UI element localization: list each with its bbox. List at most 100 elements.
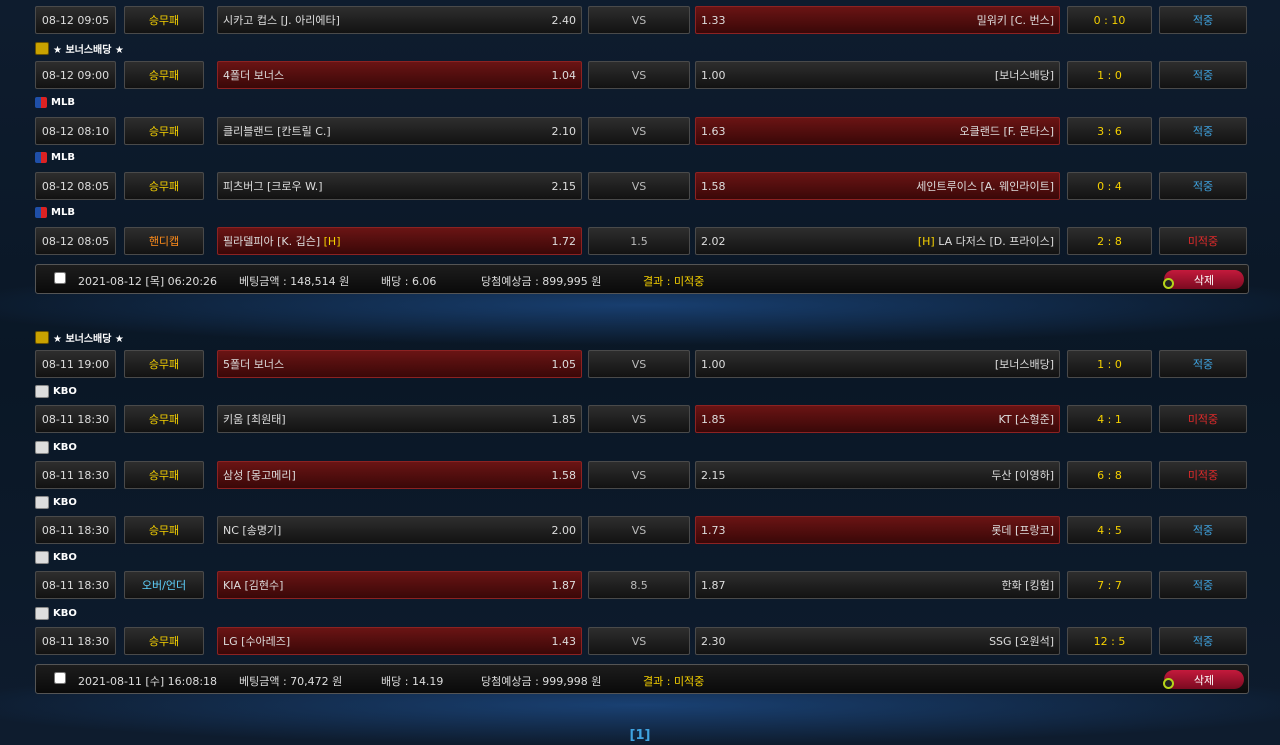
- home-name-wrap: KIA [김현수]: [223, 577, 283, 593]
- league-name: ★ 보너스배당 ★: [53, 45, 124, 56]
- score: 6 : 8: [1067, 461, 1152, 489]
- score: 1 : 0: [1067, 350, 1152, 378]
- slip-footer: 2021-08-11 [수] 16:08:18 베팅금액 : 70,472 원 배당…: [35, 664, 1249, 694]
- home-name-wrap: 5폴더 보너스: [223, 356, 284, 372]
- middle: VS: [588, 461, 690, 489]
- home-team[interactable]: 5폴더 보너스 1.05: [217, 350, 582, 378]
- league-name: KBO: [53, 552, 77, 563]
- league-header: MLB: [35, 207, 75, 218]
- away-odds: 1.00: [701, 357, 726, 371]
- score: 0 : 10: [1067, 6, 1152, 34]
- away-team[interactable]: 1.33 밀워키 [C. 번스]: [695, 6, 1060, 34]
- home-team[interactable]: 시카고 컵스 [J. 아리에타] 2.40: [217, 6, 582, 34]
- away-name: KT [소형준]: [998, 413, 1054, 426]
- home-odds: 2.00: [551, 523, 577, 537]
- select-checkbox[interactable]: [54, 272, 66, 284]
- away-name-wrap: KT [소형준]: [998, 411, 1054, 427]
- bet-type: 승무패: [124, 172, 204, 200]
- away-name: 두산 [이영하]: [991, 469, 1054, 482]
- away-name: 밀워키 [C. 번스]: [976, 14, 1054, 27]
- delete-label: 삭제: [1193, 273, 1215, 287]
- away-name-wrap: 오클랜드 [F. 몬타스]: [960, 123, 1054, 139]
- away-odds: 2.30: [701, 634, 726, 648]
- league-header: KBO: [35, 385, 77, 398]
- home-team[interactable]: 필라델피아 [K. 깁슨] [H] 1.72: [217, 227, 582, 255]
- home-odds: 2.15: [551, 179, 577, 193]
- bet-time: 08-12 09:05: [35, 6, 116, 34]
- bet-date: 2021-08-12 [목] 06:20:26: [78, 275, 218, 288]
- pagination[interactable]: [1]: [629, 728, 651, 743]
- home-tag: [H]: [323, 235, 341, 248]
- away-name: 한화 [킹험]: [1001, 579, 1054, 592]
- home-team[interactable]: KIA [김현수] 1.87: [217, 571, 582, 599]
- away-odds: 1.63: [701, 124, 726, 138]
- bet-type: 승무패: [124, 516, 204, 544]
- away-odds: 1.58: [701, 179, 726, 193]
- score: 0 : 4: [1067, 172, 1152, 200]
- away-team[interactable]: 2.30 SSG [오원석]: [695, 627, 1060, 655]
- away-team[interactable]: 1.85 KT [소형준]: [695, 405, 1060, 433]
- home-team[interactable]: 키움 [최원태] 1.85: [217, 405, 582, 433]
- score: 4 : 5: [1067, 516, 1152, 544]
- league-header: KBO: [35, 607, 77, 620]
- stake: 베팅금액 : 70,472 원: [239, 675, 343, 688]
- delete-button[interactable]: 삭제: [1163, 270, 1244, 289]
- total-odds: 배당 : 6.06: [381, 275, 437, 288]
- away-team[interactable]: 1.63 오클랜드 [F. 몬타스]: [695, 117, 1060, 145]
- home-team[interactable]: 피츠버그 [크로우 W.] 2.15: [217, 172, 582, 200]
- home-name-wrap: 클리블랜드 [칸트릴 C.]: [223, 123, 331, 139]
- home-team[interactable]: 클리블랜드 [칸트릴 C.] 2.10: [217, 117, 582, 145]
- home-team[interactable]: LG [수아레즈] 1.43: [217, 627, 582, 655]
- select-checkbox[interactable]: [54, 672, 66, 684]
- score: 2 : 8: [1067, 227, 1152, 255]
- away-odds: 1.00: [701, 68, 726, 82]
- away-name: 오클랜드 [F. 몬타스]: [959, 125, 1054, 138]
- away-team[interactable]: 1.00 [보너스배당]: [695, 61, 1060, 89]
- middle: VS: [588, 516, 690, 544]
- result: 적중: [1159, 571, 1247, 599]
- middle: VS: [588, 61, 690, 89]
- away-team[interactable]: 1.00 [보너스배당]: [695, 350, 1060, 378]
- league-header: MLB: [35, 152, 75, 163]
- middle: VS: [588, 117, 690, 145]
- stake: 베팅금액 : 148,514 원: [239, 275, 350, 288]
- home-team[interactable]: 4폴더 보너스 1.04: [217, 61, 582, 89]
- home-team[interactable]: NC [송명기] 2.00: [217, 516, 582, 544]
- league-name: ★ 보너스배당 ★: [53, 334, 124, 345]
- score: 7 : 7: [1067, 571, 1152, 599]
- bet-type: 승무패: [124, 405, 204, 433]
- away-team[interactable]: 1.58 세인트루이스 [A. 웨인라이트]: [695, 172, 1060, 200]
- result: 적중: [1159, 6, 1247, 34]
- home-odds: 1.05: [551, 357, 577, 371]
- away-name: LA 다저스 [D. 프라이스]: [938, 235, 1054, 248]
- delete-button[interactable]: 삭제: [1163, 670, 1244, 689]
- bet-time: 08-12 08:05: [35, 227, 116, 255]
- score: 4 : 1: [1067, 405, 1152, 433]
- away-team[interactable]: 1.73 롯데 [프랑코]: [695, 516, 1060, 544]
- result: 적중: [1159, 117, 1247, 145]
- away-name: 세인트루이스 [A. 웨인라이트]: [916, 180, 1054, 193]
- bet-date: 2021-08-11 [수] 16:08:18: [78, 675, 218, 688]
- away-team[interactable]: 2.02 [H] LA 다저스 [D. 프라이스]: [695, 227, 1060, 255]
- away-name-wrap: 두산 [이영하]: [991, 467, 1054, 483]
- home-name: LG [수아레즈]: [223, 635, 291, 648]
- home-name-wrap: 필라델피아 [K. 깁슨] [H]: [223, 233, 341, 249]
- result: 적중: [1159, 350, 1247, 378]
- away-tag: [H]: [917, 235, 935, 248]
- delete-dot: [1163, 678, 1174, 689]
- score: 12 : 5: [1067, 627, 1152, 655]
- league-name: KBO: [53, 497, 77, 508]
- bet-type: 승무패: [124, 61, 204, 89]
- away-team[interactable]: 2.15 두산 [이영하]: [695, 461, 1060, 489]
- away-name-wrap: [H] LA 다저스 [D. 프라이스]: [918, 233, 1054, 249]
- league-icon: [35, 97, 47, 108]
- bet-time: 08-12 08:10: [35, 117, 116, 145]
- away-team[interactable]: 1.87 한화 [킹험]: [695, 571, 1060, 599]
- bet-time: 08-11 18:30: [35, 516, 116, 544]
- away-name-wrap: [보너스배당]: [995, 67, 1054, 83]
- home-odds: 1.85: [551, 412, 577, 426]
- home-team[interactable]: 삼성 [몽고메리] 1.58: [217, 461, 582, 489]
- league-icon: [35, 152, 47, 163]
- bet-type: 승무패: [124, 627, 204, 655]
